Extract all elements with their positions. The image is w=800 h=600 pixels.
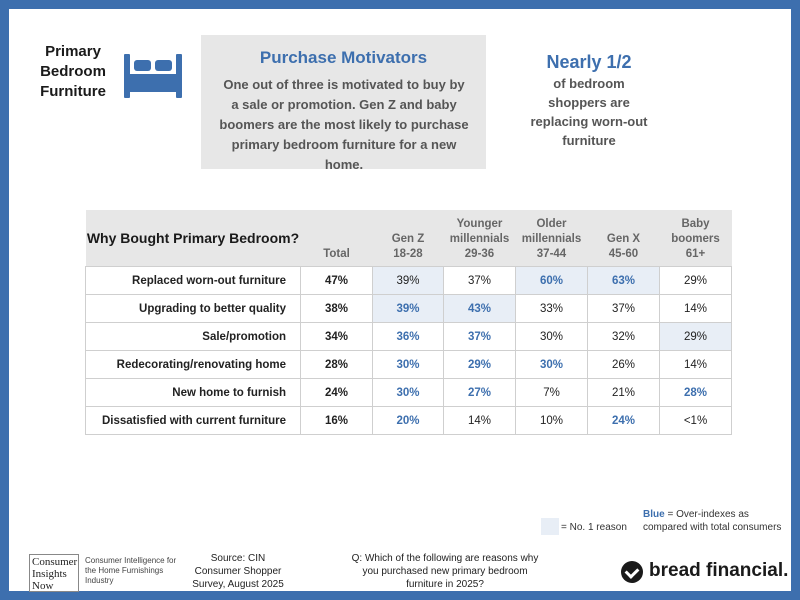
- column-header: Gen Z 18-28: [372, 210, 444, 267]
- bread-financial-wordmark: bread financial.: [649, 560, 789, 581]
- motivators-panel: Purchase Motivators One out of three is …: [201, 35, 486, 172]
- value-cell: 20%: [372, 406, 444, 435]
- highlight-text: of bedroom shoppers are replacing worn-o…: [530, 76, 648, 148]
- value-cell: 30%: [372, 378, 444, 407]
- row-label: Replaced worn-out furniture: [85, 266, 301, 295]
- table-row: Sale/promotion 34% 36% 37% 30% 32% 29%: [85, 322, 732, 351]
- table-row: Upgrading to better quality 38% 39% 43% 33% 3…: [85, 294, 732, 323]
- row-label: Sale/promotion: [85, 322, 301, 351]
- value-cell: 29%: [659, 322, 732, 351]
- value-cell: 63%: [587, 266, 660, 295]
- value-cell: 30%: [515, 322, 588, 351]
- slide-body: Primary Bedroom Furniture Purchase Motiv…: [18, 18, 800, 600]
- column-header: Baby boomers 61+: [659, 210, 732, 267]
- legend-no1-text: = No. 1 reason: [561, 522, 627, 533]
- value-cell: 36%: [372, 322, 444, 351]
- value-cell: 14%: [443, 406, 516, 435]
- value-cell: 30%: [515, 350, 588, 379]
- value-cell: 37%: [443, 266, 516, 295]
- total-cell: 34%: [300, 322, 373, 351]
- highlight-title: Nearly 1/2: [546, 52, 632, 72]
- left-title: Primary Bedroom Furniture: [40, 43, 106, 100]
- table-row: New home to furnish 24% 30% 27% 7% 21% 28%: [85, 378, 732, 407]
- value-cell: 32%: [587, 322, 660, 351]
- value-cell: 39%: [372, 294, 444, 323]
- value-cell: 7%: [515, 378, 588, 407]
- value-cell: 37%: [443, 322, 516, 351]
- source-note: Source: CIN Consumer Shopper Survey, Aug…: [192, 553, 284, 590]
- bread-financial-logo: bread financial.: [621, 560, 788, 586]
- value-cell: 24%: [587, 406, 660, 435]
- legend-shade-swatch: [541, 518, 559, 535]
- value-cell: 33%: [515, 294, 588, 323]
- value-cell: 27%: [443, 378, 516, 407]
- value-cell: 21%: [587, 378, 660, 407]
- value-cell: 30%: [372, 350, 444, 379]
- column-header: Total: [300, 210, 373, 267]
- question-header: Why Bought Primary Bedroom?: [85, 210, 301, 267]
- column-header: Older millennials 37-44: [515, 210, 588, 267]
- legend-blue-text: = Over-indexes as: [664, 509, 749, 520]
- cin-logo-tagline: Consumer Intelligence for the Home Furni…: [85, 556, 177, 585]
- total-cell: 24%: [300, 378, 373, 407]
- legend-blue-word: Blue: [643, 509, 665, 520]
- value-cell: 29%: [659, 266, 732, 295]
- row-label: New home to furnish: [85, 378, 301, 407]
- bread-financial-mark-icon: [621, 561, 643, 583]
- row-label: Redecorating/renovating home: [85, 350, 301, 379]
- cin-logo-wordmark: Consumer Insights Now: [29, 554, 79, 592]
- bed-icon: [124, 54, 182, 98]
- row-label: Upgrading to better quality: [85, 294, 301, 323]
- value-cell: 10%: [515, 406, 588, 435]
- value-cell: 60%: [515, 266, 588, 295]
- motivators-title: Purchase Motivators: [259, 48, 428, 67]
- survey-question: Q: Which of the following are reasons wh…: [351, 553, 539, 590]
- legend-blue-note: Blue = Over-indexes as compared with tot…: [643, 508, 781, 534]
- total-cell: 38%: [300, 294, 373, 323]
- total-cell: 47%: [300, 266, 373, 295]
- value-cell: 28%: [659, 378, 732, 407]
- value-cell: 43%: [443, 294, 516, 323]
- value-cell: 14%: [659, 350, 732, 379]
- value-cell: 26%: [587, 350, 660, 379]
- value-cell: 37%: [587, 294, 660, 323]
- column-header: Gen X 45-60: [587, 210, 660, 267]
- value-cell: 29%: [443, 350, 516, 379]
- table-row: Dissatisfied with current furniture 16% 20…: [85, 406, 732, 435]
- value-cell: <1%: [659, 406, 732, 435]
- legend-blue-text-2: compared with total consumers: [643, 522, 782, 533]
- total-cell: 28%: [300, 350, 373, 379]
- value-cell: 39%: [372, 266, 444, 295]
- table-row: Replaced worn-out furniture 47% 39% 37% 60% 6…: [85, 266, 732, 295]
- column-header: Younger millennials 29-36: [443, 210, 516, 267]
- table-row: Redecorating/renovating home 28% 30% 29% 30%…: [85, 350, 732, 379]
- value-cell: 14%: [659, 294, 732, 323]
- row-label: Dissatisfied with current furniture: [85, 406, 301, 435]
- total-cell: 16%: [300, 406, 373, 435]
- motivators-text: One out of three is motivated to buy by …: [219, 77, 469, 172]
- cin-logo: Consumer Insights Now Consumer Intellige…: [29, 554, 179, 592]
